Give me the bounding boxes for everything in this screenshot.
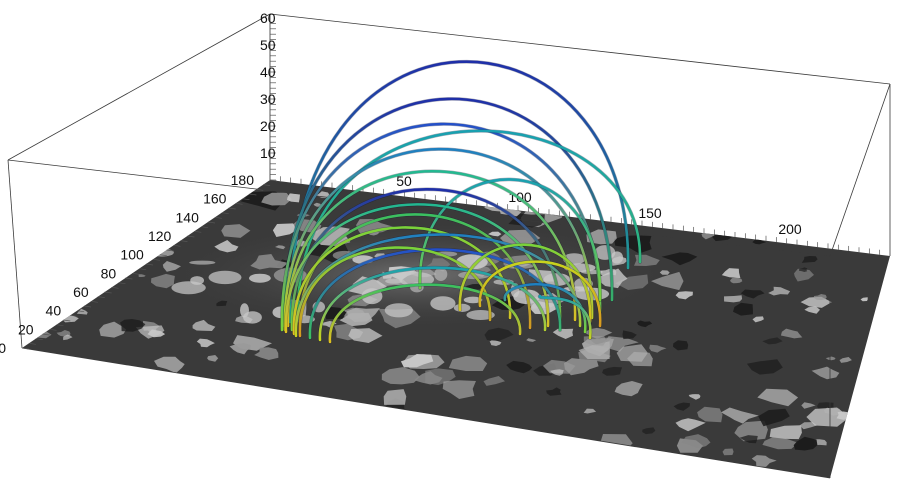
- field-line: [308, 248, 562, 340]
- field-line: [503, 283, 587, 334]
- field-line: [294, 233, 582, 338]
- field-line: [538, 294, 592, 340]
- z-tick-label: 60: [260, 10, 276, 26]
- field-line: [328, 283, 522, 344]
- bounding-box-front: [7, 83, 891, 479]
- field-line: [478, 260, 602, 328]
- x-tick-label: 50: [396, 173, 412, 189]
- y-tick-label: 40: [46, 303, 62, 319]
- x-tick-label: 150: [638, 205, 662, 221]
- y-tick-label: 100: [120, 247, 144, 263]
- field-line: [298, 213, 532, 332]
- y-tick-label: 60: [73, 284, 89, 300]
- x-tick-label: 200: [778, 221, 802, 237]
- field-line-bundle: [280, 60, 642, 344]
- y-tick-label: 0: [0, 340, 6, 356]
- y-tick-label: 20: [18, 321, 34, 337]
- field-line: [284, 203, 550, 334]
- field-line: [318, 266, 547, 342]
- magnetogram-floor: [22, 180, 890, 478]
- field-line: [458, 243, 592, 324]
- y-tick-label: 120: [148, 228, 172, 244]
- field-line: [298, 246, 492, 338]
- y-tick-label: 80: [101, 265, 117, 281]
- z-tick-label: 10: [260, 145, 276, 161]
- field-line: [290, 188, 562, 332]
- z-tick-label: 40: [260, 64, 276, 80]
- x-axis: 50 100 150 200: [269, 173, 881, 255]
- y-tick-label: 140: [176, 209, 200, 225]
- field-line: [286, 170, 577, 328]
- y-tick-label: 160: [203, 191, 227, 207]
- field-line: [282, 97, 614, 328]
- z-tick-label: 50: [260, 37, 276, 53]
- z-tick-label: 30: [260, 91, 276, 107]
- field-line: [418, 178, 602, 302]
- field-line: [292, 226, 512, 336]
- y-tick-label: 180: [231, 172, 255, 188]
- field-line: [280, 122, 602, 332]
- x-tick-label: 100: [508, 189, 532, 205]
- z-tick-label: 20: [260, 118, 276, 134]
- z-axis: 10 20 30 40 50 60: [260, 10, 276, 181]
- field-line: [288, 60, 630, 324]
- field-line: [283, 147, 594, 332]
